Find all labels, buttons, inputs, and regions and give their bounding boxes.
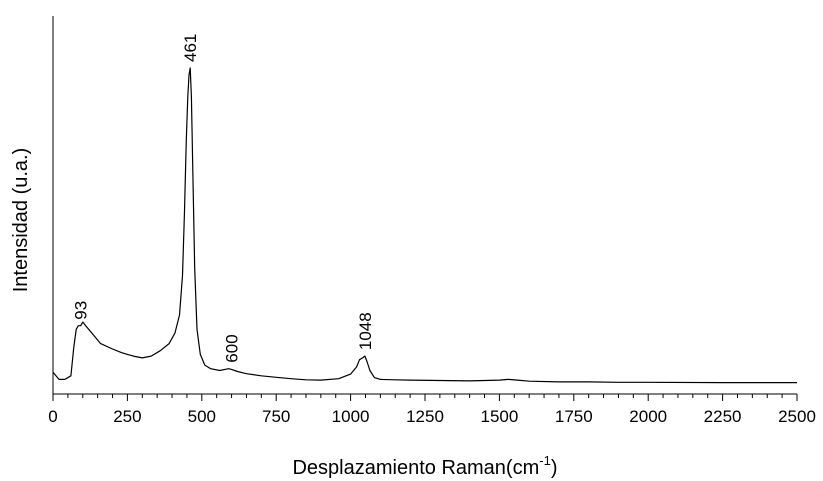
peak-annotations: 93 461 600 1048	[72, 34, 375, 363]
x-tick-label: 750	[262, 407, 290, 426]
x-tick-label: 2500	[778, 407, 816, 426]
x-tick-label: 500	[188, 407, 216, 426]
x-tick-label: 1500	[480, 407, 518, 426]
x-tick-label: 2250	[704, 407, 742, 426]
x-axis-title-main: Desplazamiento Raman	[292, 457, 505, 479]
x-axis-title: Desplazamiento Raman(cm-1)	[292, 453, 557, 479]
spectrum-line	[52, 67, 797, 384]
axes	[52, 16, 797, 395]
x-axis-title-exponent: -1	[539, 453, 551, 468]
x-tick-label: 0	[48, 407, 57, 426]
x-axis-title-unit: cm	[513, 457, 540, 479]
x-axis-title-paren-close: )	[551, 457, 558, 479]
peak-label-461: 461	[181, 34, 200, 62]
x-tick-label: 250	[113, 407, 141, 426]
x-tick-label: 1250	[406, 407, 444, 426]
x-tick-label: 2000	[629, 407, 667, 426]
peak-label-1048: 1048	[356, 312, 375, 350]
y-axis-title: Intensidad (u.a.)	[10, 148, 32, 293]
x-axis-ticks: 0 250 500 750 1000 1250 1500 1750 2000 2250 2500	[48, 394, 816, 426]
x-axis-title-paren-open: (	[506, 457, 513, 479]
peak-label-600: 600	[223, 334, 242, 362]
peak-label-93: 93	[72, 301, 91, 320]
x-tick-label: 1750	[555, 407, 593, 426]
x-tick-label: 1000	[332, 407, 370, 426]
